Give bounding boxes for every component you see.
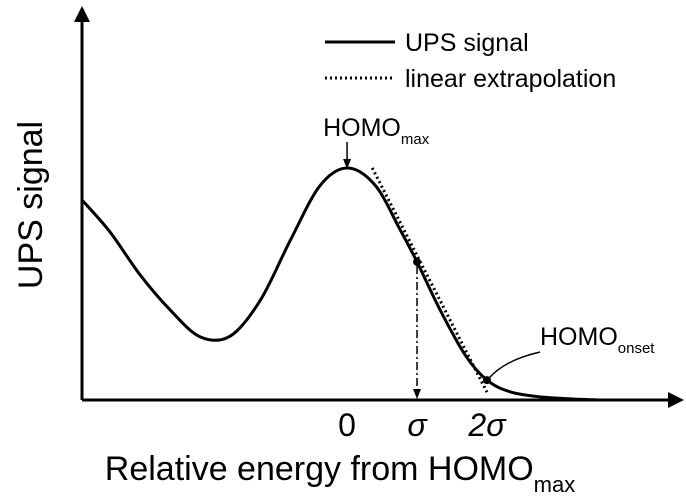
signal-line — [80, 166, 600, 402]
annotation-homo-max: HOMOmax — [323, 114, 430, 148]
annotation-homo-onset: HOMOonset — [540, 323, 655, 357]
legend-label: UPS signal — [405, 29, 529, 57]
annotation-main: HOMO — [323, 114, 401, 142]
x-axis-label: Relative energy from HOMOmax — [105, 450, 575, 497]
x-axis-label-main: Relative energy from HOMO — [105, 450, 534, 488]
legend-label: linear extrapolation — [405, 65, 616, 93]
annotation-sub: max — [401, 131, 430, 148]
annotation-leader — [488, 351, 541, 379]
annotation-sub: onset — [618, 340, 656, 357]
annotation-main: HOMO — [540, 323, 618, 351]
extrapolation-line — [370, 167, 489, 393]
y-axis-arrow — [74, 6, 90, 22]
marker-point — [413, 257, 422, 266]
marker-point — [482, 376, 491, 385]
x-axis-arrow — [668, 392, 684, 408]
x-tick-label: 0 — [338, 407, 356, 443]
x-axis-label-sub: max — [534, 472, 576, 497]
x-tick-label: σ — [407, 407, 428, 443]
y-axis-label: UPS signal — [12, 121, 50, 289]
x-tick-label: 2σ — [467, 407, 507, 443]
